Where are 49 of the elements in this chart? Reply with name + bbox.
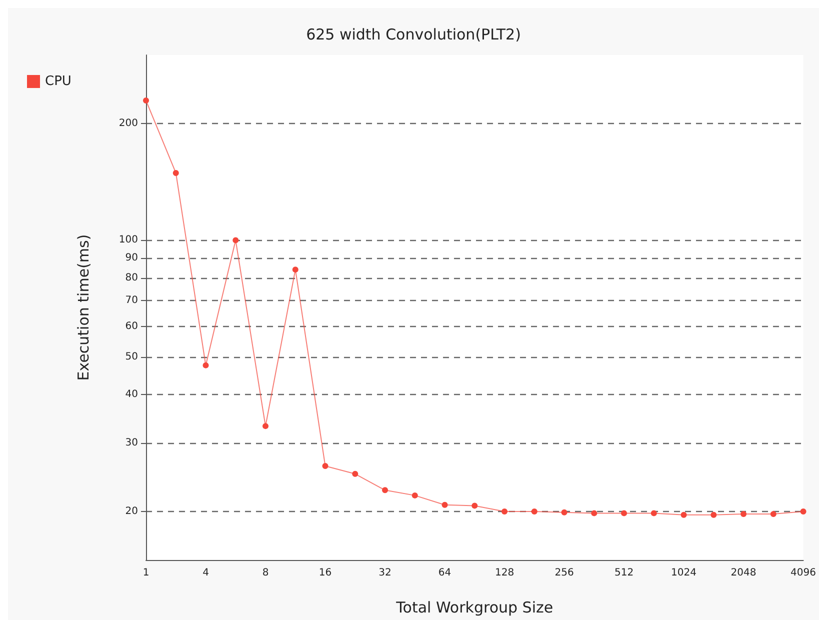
y-tick-label: 40	[125, 389, 138, 400]
x-tick-label: 256	[554, 568, 574, 578]
y-tick-label: 200	[118, 118, 138, 129]
point	[800, 508, 806, 515]
x-tick-label: 4	[202, 568, 209, 578]
x-tick-label: 8	[262, 568, 269, 578]
point	[650, 510, 657, 516]
y-tick-label: 30	[125, 438, 138, 449]
point	[770, 511, 776, 518]
point	[412, 492, 418, 498]
x-tick-label: 128	[494, 568, 514, 578]
point	[352, 470, 358, 477]
point	[202, 362, 209, 368]
y-tick-label: 100	[118, 234, 138, 246]
point	[172, 170, 179, 176]
point	[442, 502, 448, 508]
point	[382, 487, 388, 494]
point	[322, 462, 328, 469]
y-axis-title: Execution time(ms)	[74, 234, 92, 381]
x-tick-label: 32	[378, 568, 392, 578]
y-tick-label: 70	[125, 294, 138, 306]
point	[143, 98, 149, 104]
y-tick-label: 80	[125, 272, 138, 284]
x-tick-label: 64	[438, 568, 452, 578]
chart-title: 625 width Convolution(PLT2)	[306, 26, 521, 44]
point	[621, 510, 628, 516]
x-tick-label: 1024	[671, 568, 696, 578]
y-tick-label: 60	[125, 320, 138, 332]
point	[472, 502, 478, 509]
point	[710, 512, 717, 518]
legend-label: CPU	[45, 74, 72, 89]
x-tick-label: 1	[142, 568, 150, 578]
x-tick-label: 2048	[730, 568, 756, 578]
x-tick-label: 4096	[790, 568, 816, 578]
point	[502, 508, 508, 515]
point	[591, 510, 598, 516]
x-tick-label: 512	[614, 568, 634, 578]
point	[561, 509, 568, 516]
point	[531, 508, 538, 515]
point	[740, 511, 747, 518]
x-axis-title: Total Workgroup Size	[395, 598, 554, 616]
y-tick-label: 50	[125, 352, 138, 363]
point	[232, 237, 239, 244]
y-tick-label: 90	[125, 252, 138, 264]
point	[292, 266, 298, 273]
x-tick-label: 16	[318, 568, 332, 578]
y-tick-label: 20	[125, 506, 138, 518]
point	[680, 512, 687, 518]
point	[262, 423, 269, 430]
